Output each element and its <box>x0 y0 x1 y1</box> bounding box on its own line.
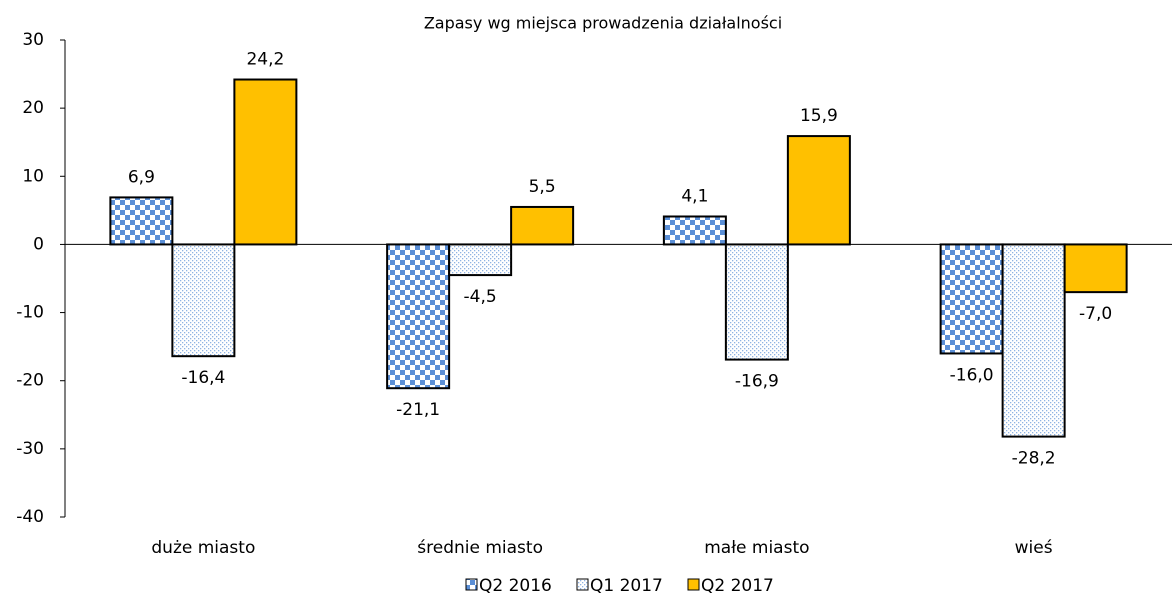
legend-label: Q1 2017 <box>590 576 663 596</box>
data-label: -4,5 <box>464 287 497 307</box>
bar <box>386 243 451 390</box>
data-label: -21,1 <box>396 400 440 420</box>
y-tick-label: 0 <box>33 234 44 254</box>
data-label: 15,9 <box>800 106 838 126</box>
legend-swatch <box>465 578 478 591</box>
legend-swatch <box>687 578 700 591</box>
data-label: 6,9 <box>128 167 155 187</box>
y-tick-label: 20 <box>22 98 44 118</box>
y-tick-label: -10 <box>16 303 44 323</box>
legend-label: Q2 2016 <box>479 576 552 596</box>
bar <box>448 243 513 277</box>
bar <box>1063 243 1128 294</box>
x-tick-label: średnie miasto <box>417 538 543 558</box>
data-label: 5,5 <box>529 177 556 197</box>
y-tick-label: -20 <box>16 371 44 391</box>
x-tick-label: wieś <box>1015 538 1053 558</box>
x-tick-label: duże miasto <box>151 538 255 558</box>
data-label: -16,0 <box>950 365 994 385</box>
chart-title: Zapasy wg miejsca prowadzenia działalnoś… <box>424 14 782 33</box>
y-tick-label: -40 <box>16 507 44 527</box>
data-label: -28,2 <box>1012 449 1056 469</box>
data-label: -7,0 <box>1079 304 1112 324</box>
bar <box>510 205 575 246</box>
y-tick-label: 10 <box>22 166 44 186</box>
bar <box>171 243 236 358</box>
data-label: -16,4 <box>181 368 225 388</box>
data-label: -16,9 <box>735 372 779 392</box>
bar <box>786 135 851 246</box>
data-label: 24,2 <box>246 50 284 70</box>
y-tick-label: 30 <box>22 30 44 50</box>
bar <box>662 215 727 246</box>
data-label: 4,1 <box>681 186 708 206</box>
bar <box>1001 243 1066 438</box>
bar <box>724 243 789 361</box>
bar <box>233 78 298 246</box>
bar <box>109 196 174 246</box>
x-tick-label: małe miasto <box>704 538 809 558</box>
y-tick-label: -30 <box>16 439 44 459</box>
legend-swatch <box>576 578 589 591</box>
bar <box>939 243 1004 355</box>
legend-label: Q2 2017 <box>701 576 774 596</box>
